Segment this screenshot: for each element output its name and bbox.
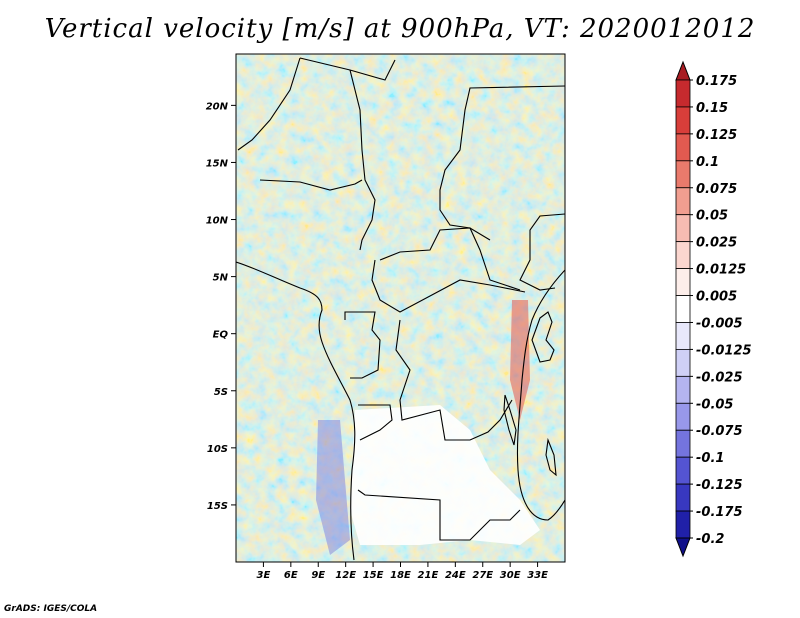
x-tick-label: 21E [418,570,439,581]
colorbar-label: -0.2 [696,532,724,547]
colorbar-segment [675,133,691,162]
calm-region [350,405,540,545]
border-drc [395,319,513,441]
colorbar-label: 0.025 [696,236,737,251]
colorbar-label: -0.0125 [696,343,752,358]
y-tick-label: 5N [213,273,229,284]
border-southern [357,489,521,541]
border-gabon-congo [344,311,381,379]
colorbar-label: 0.1 [696,155,719,170]
x-tick-label: 18E [390,570,411,581]
colorbar-segment [675,483,691,512]
colorbar: 0.175 0.15 0.125 0.1 0.075 0.05 0.025 0.0125 0.0… [675,60,752,558]
y-axis: 20N 15N 10N 5N EQ 5S 10S 15S [206,101,236,512]
colorbar-segment [675,187,691,216]
border-niger-chad [349,69,376,251]
colorbar-label: -0.05 [696,397,733,412]
colorbar-segment [675,241,691,269]
colorbar-segment [675,375,691,404]
border-car-south-sudan [379,227,521,291]
colorbar-label: 0.005 [696,290,737,305]
coastlines [236,57,565,561]
x-tick-label: 30E [500,570,521,581]
west-coastline [236,261,356,561]
colorbar-segment [675,349,691,377]
lake-malawi [545,437,557,477]
border-angola-north [358,404,393,441]
border-congo-north [371,259,526,313]
colorbar-label: -0.075 [696,424,743,439]
y-tick-label: EQ [213,330,229,341]
colorbar-label: 0.05 [696,209,728,224]
east-coastline [516,269,565,521]
colorbar-label: 0.15 [696,101,728,116]
colorbar-label: -0.175 [696,505,743,520]
y-tick-label: 15N [206,158,229,169]
colorbar-segment [675,510,691,539]
border-north-west [237,57,396,151]
colorbar-label: -0.025 [696,370,743,385]
colorbar-segment [675,214,691,243]
x-tick-label: 12E [335,570,356,581]
colorbar-segment [675,106,691,135]
x-tick-label: 6E [284,570,298,581]
map-plot-area [235,53,566,563]
y-tick-label: 20N [206,101,229,112]
ascent-zone [510,300,530,420]
colorbar-label: -0.125 [696,478,743,493]
colorbar-label: 0.075 [696,182,737,197]
colorbar-under-arrow [675,537,691,558]
colorbar-label: -0.005 [696,316,743,331]
colorbar-segment [675,402,691,431]
colorbar-segment [675,456,691,485]
border-ethiopia [519,213,565,291]
lake-victoria [531,311,555,363]
y-tick-label: 10N [206,216,229,227]
colorbar-segment [675,79,691,108]
colorbar-over-arrow [675,60,691,81]
border-chad-sudan [439,85,565,241]
lake-tanganyika [503,394,517,446]
credit-label: GrADS: IGES/COLA [4,604,98,614]
colorbar-label: 0.0125 [696,263,746,278]
descent-zone [316,420,350,555]
x-tick-label: 9E [311,570,325,581]
y-tick-label: 10S [207,444,228,455]
y-tick-label: 5S [214,387,228,398]
x-tick-label: 15E [363,570,384,581]
x-tick-label: 3E [257,570,271,581]
x-tick-label: 27E [472,570,493,581]
x-tick-label: 24E [445,570,466,581]
y-tick-label: 15S [207,501,228,512]
colorbar-segment [675,268,691,296]
x-tick-label: 33E [527,570,548,581]
colorbar-label: 0.175 [696,74,737,89]
colorbar-label: 0.125 [696,128,737,143]
border-sahel [259,179,363,191]
chart-title: Vertical velocity [m/s] at 900hPa, VT: 2… [44,14,756,44]
colorbar-segment [675,160,691,189]
x-axis: 3E 6E 9E 12E 15E 18E 21E 24E 27E 30E 33E [257,562,548,581]
colorbar-segment [675,429,691,458]
colorbar-label: -0.1 [696,451,724,466]
colorbar-segment [675,322,691,350]
colorbar-segment [675,295,691,323]
